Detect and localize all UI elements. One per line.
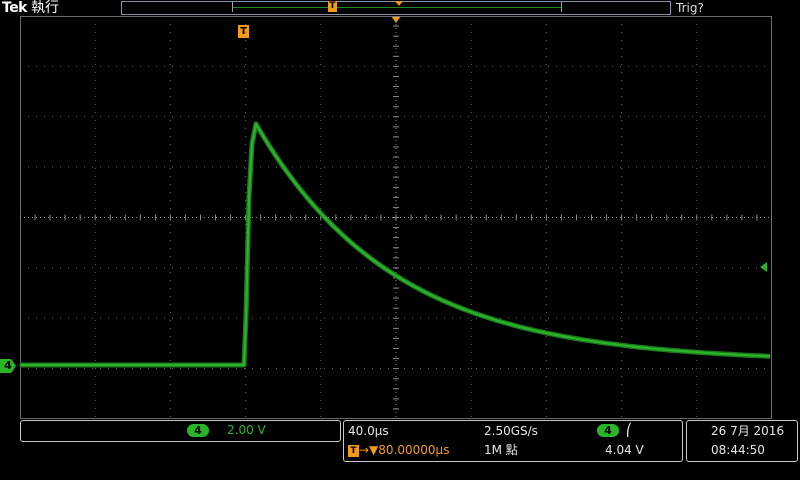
record-trigger-marker: T	[328, 1, 337, 12]
sample-rate: 2.50GS/s	[484, 424, 538, 438]
run-state[interactable]: 執行	[31, 0, 59, 16]
waveform-display[interactable]	[20, 16, 772, 419]
channel-4-ground-marker[interactable]: 4	[0, 359, 16, 373]
brand: Tek 執行	[2, 0, 59, 16]
brand-logo: Tek	[2, 0, 28, 16]
trigger-delay: T →▼80.00000µs	[348, 443, 449, 457]
record-view-bar[interactable]: T	[121, 1, 671, 15]
trigger-level: 4.04 V	[605, 443, 644, 457]
channel-readout-panel[interactable]: 4 2.00 V	[20, 420, 341, 442]
record-length: 1M 點	[484, 443, 518, 457]
trigger-source-badge: 4	[597, 424, 619, 437]
record-trace	[233, 7, 561, 8]
expansion-point-icon[interactable]	[391, 16, 401, 23]
trigger-status: Trig?	[676, 1, 704, 15]
time: 08:44:50	[711, 443, 765, 457]
trace-glow	[20, 121, 771, 368]
date: 26 7月 2016	[711, 424, 785, 438]
time-per-div: 40.0µs	[348, 424, 389, 438]
channel-4-waveform	[20, 121, 771, 368]
top-bar: Tek 執行 T Trig?	[0, 0, 800, 18]
record-expansion-point-icon	[395, 1, 403, 6]
trigger-level-icon[interactable]	[760, 262, 767, 272]
clock-panel: 26 7月 2016 08:44:50	[686, 420, 798, 462]
trigger-position-marker[interactable]: T	[238, 25, 249, 38]
graticule-grid	[20, 16, 772, 419]
trigger-delay-arrow: →▼	[359, 443, 379, 457]
trigger-delay-icon: T	[348, 444, 359, 457]
record-display-window[interactable]	[232, 2, 562, 12]
channel-4-scale: 2.00 V	[227, 423, 266, 437]
channel-4-badge: 4	[187, 424, 209, 437]
horizontal-readout-panel[interactable]: 40.0µs 2.50GS/s 4 ⎛ T →▼80.00000µs 1M 點 4…	[343, 420, 683, 462]
trigger-delay-value: 80.00000µs	[378, 443, 450, 457]
trigger-slope-icon: ⎛	[626, 423, 632, 437]
trace-line	[20, 122, 771, 367]
